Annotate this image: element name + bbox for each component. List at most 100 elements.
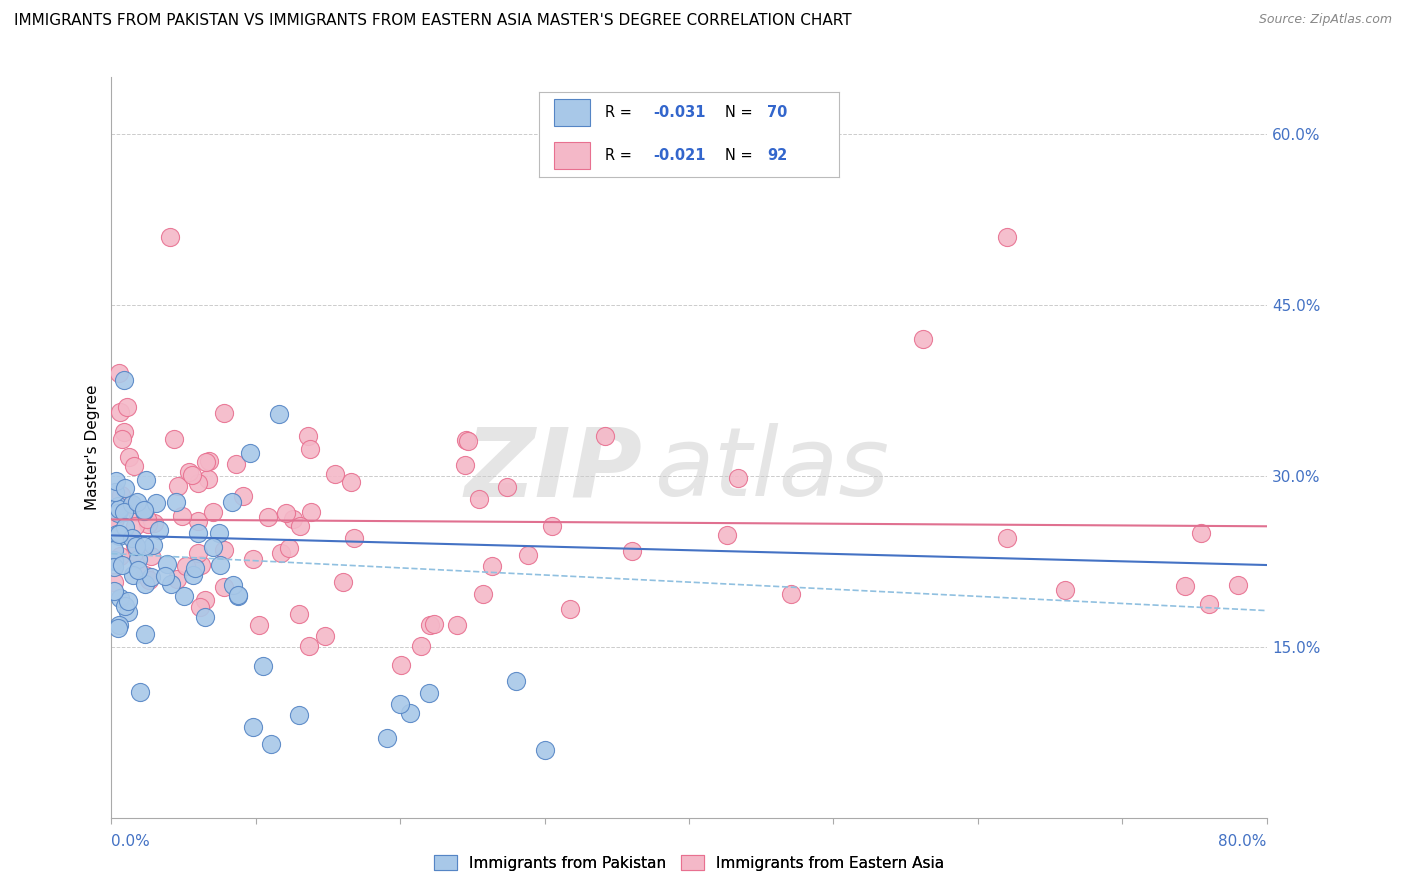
Text: R =: R = (605, 105, 637, 120)
Point (117, 593, 139, 607)
Point (225, 457, 247, 471)
Point (103, 553, 125, 567)
Point (134, 539, 156, 553)
Point (221, 495, 243, 509)
Point (260, 737, 283, 751)
Point (103, 554, 125, 568)
Point (183, 560, 205, 574)
Point (127, 552, 149, 566)
Point (288, 708, 311, 723)
Point (297, 429, 319, 443)
Point (202, 505, 225, 519)
Point (107, 501, 129, 516)
Point (129, 685, 152, 699)
Point (911, 333, 934, 347)
Point (112, 373, 135, 387)
Point (134, 627, 156, 641)
Point (252, 659, 274, 673)
Point (242, 720, 264, 734)
Point (454, 458, 477, 472)
Point (132, 503, 155, 517)
Point (209, 558, 232, 572)
Point (468, 491, 491, 506)
Point (389, 697, 412, 711)
Point (112, 505, 135, 519)
Point (1174, 579, 1197, 593)
Point (593, 428, 616, 442)
Point (222, 578, 245, 592)
Point (780, 587, 803, 601)
Point (103, 559, 125, 574)
Point (208, 526, 231, 541)
Point (177, 465, 200, 479)
Point (516, 548, 538, 562)
Point (290, 518, 312, 533)
Point (160, 577, 183, 591)
Point (107, 506, 129, 520)
Text: 92: 92 (768, 148, 787, 162)
Point (103, 584, 125, 599)
Point (620, 544, 643, 558)
Point (155, 568, 177, 582)
Point (166, 573, 188, 587)
Point (103, 574, 125, 589)
Point (995, 230, 1018, 244)
Point (114, 599, 136, 613)
Point (114, 481, 136, 495)
Point (122, 568, 145, 582)
Point (105, 474, 128, 488)
Point (446, 617, 468, 632)
Point (1054, 582, 1077, 597)
Point (134, 504, 156, 518)
Text: N =: N = (725, 105, 758, 120)
Point (194, 610, 217, 624)
Point (165, 495, 187, 509)
Point (194, 455, 217, 469)
Point (389, 658, 412, 673)
Point (325, 467, 347, 481)
Point (167, 479, 190, 493)
Point (418, 685, 440, 699)
Point (118, 450, 141, 464)
Point (533, 742, 555, 756)
Point (190, 558, 212, 573)
Text: -0.021: -0.021 (652, 148, 706, 162)
Text: ZIP: ZIP (465, 424, 643, 516)
FancyBboxPatch shape (554, 99, 591, 127)
Point (995, 531, 1018, 545)
Text: Source: ZipAtlas.com: Source: ZipAtlas.com (1258, 13, 1392, 27)
Point (108, 405, 131, 419)
Point (162, 432, 184, 446)
Point (339, 475, 361, 490)
Point (194, 592, 217, 607)
Point (142, 516, 165, 530)
Point (422, 616, 444, 631)
Point (716, 528, 738, 542)
Point (117, 497, 139, 511)
Point (107, 621, 129, 635)
Point (267, 407, 290, 421)
Point (105, 527, 128, 541)
Point (159, 230, 181, 244)
Point (242, 551, 264, 566)
Point (121, 531, 143, 545)
Point (481, 558, 503, 573)
Point (298, 442, 321, 456)
Point (226, 589, 249, 603)
Point (107, 499, 129, 513)
Point (136, 512, 159, 526)
Point (111, 558, 134, 573)
Point (148, 523, 170, 537)
Point (111, 432, 134, 446)
Point (472, 586, 495, 600)
Text: 80.0%: 80.0% (1218, 835, 1267, 849)
Point (104, 484, 127, 499)
Point (332, 575, 354, 590)
Point (505, 674, 527, 689)
Point (108, 366, 131, 380)
Point (1198, 597, 1220, 611)
Point (122, 459, 145, 474)
Point (115, 400, 138, 414)
Point (103, 542, 125, 557)
Point (136, 516, 159, 531)
